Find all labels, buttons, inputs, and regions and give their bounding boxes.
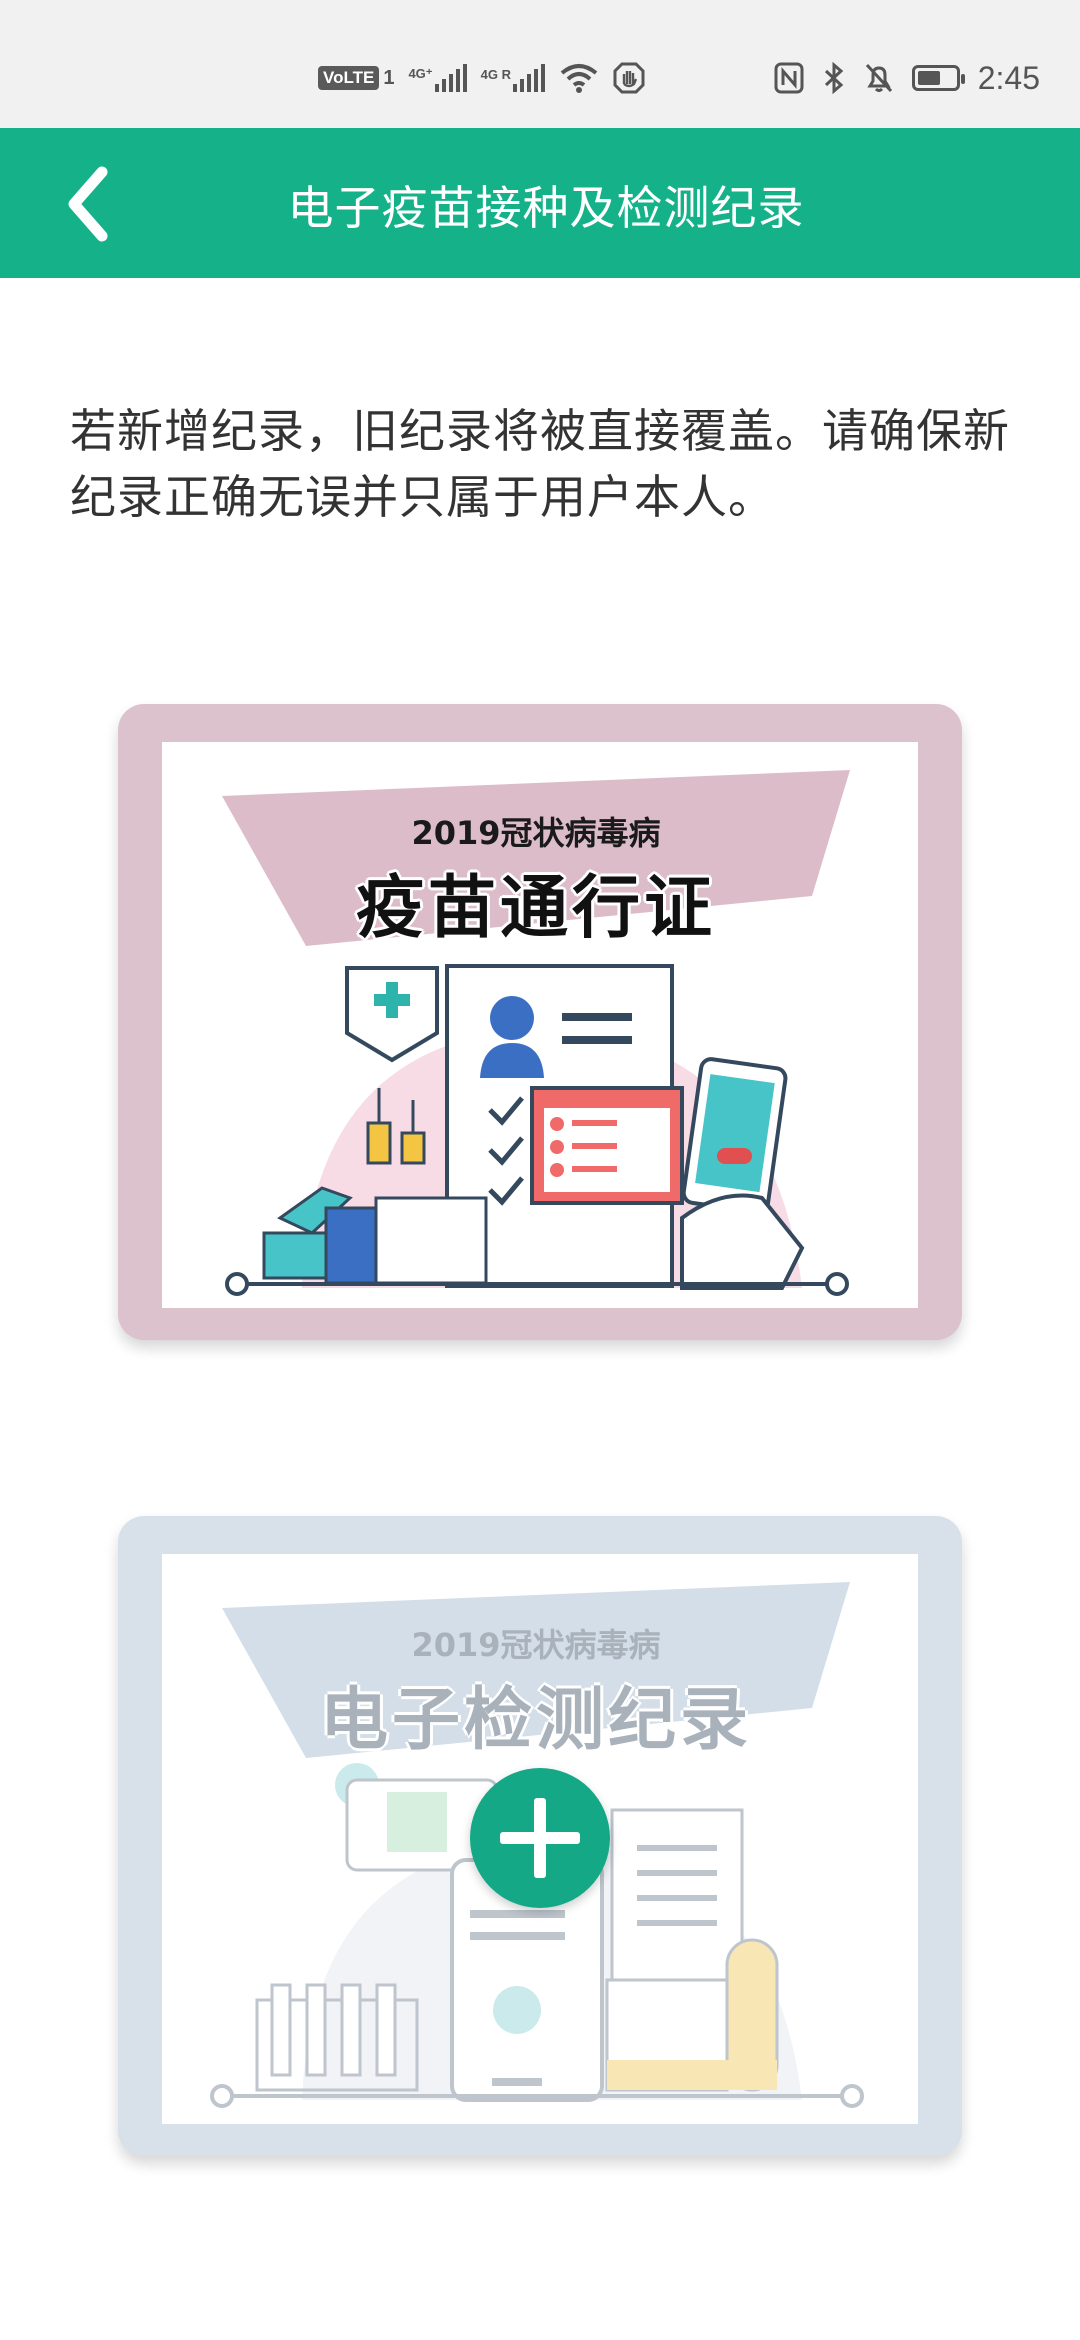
test-card-subtitle: 2019冠状病毒病 bbox=[411, 1626, 661, 1664]
vaccine-vial-icon bbox=[366, 1088, 426, 1165]
vaccine-pass-card[interactable]: 2019冠状病毒病 疫苗通行证 bbox=[118, 704, 962, 1340]
mute-icon bbox=[865, 63, 892, 93]
test-record-card-content: 2019冠状病毒病 电子检测纪录 bbox=[162, 1554, 918, 2124]
banner-ribbon bbox=[222, 1582, 850, 1758]
vaccine-card-subtitle: 2019冠状病毒病 bbox=[411, 814, 661, 852]
test-card-title: 电子检测纪录 bbox=[319, 1681, 752, 1760]
status-time: 2:45 bbox=[977, 59, 1040, 96]
network-type-1: 4G⁺ bbox=[408, 66, 433, 81]
battery-level-fill bbox=[917, 71, 940, 85]
status-left-icons: VoLTE 1 4G⁺ 4G R bbox=[318, 58, 645, 98]
nfc-icon bbox=[774, 62, 804, 94]
add-test-record-button[interactable] bbox=[470, 1768, 610, 1908]
test-banner: 2019冠状病毒病 电子检测纪录 bbox=[222, 1568, 850, 1760]
overwrite-notice: 若新增纪录，旧纪录将被直接覆盖。请确保新纪录正确无误并只属于用户本人。 bbox=[70, 404, 1010, 524]
star-badge-icon bbox=[335, 1763, 499, 1872]
vaccine-banner: 2019冠状病毒病 疫苗通行证 bbox=[222, 756, 850, 948]
signal-icon: 4G⁺ bbox=[408, 64, 467, 92]
volte-icon: VoLTE bbox=[318, 66, 380, 90]
back-button[interactable] bbox=[50, 158, 140, 248]
hand-icon bbox=[613, 62, 645, 94]
status-bar: VoLTE 1 4G⁺ 4G R bbox=[0, 0, 1080, 128]
test-illustration bbox=[210, 1763, 864, 2108]
banner-ribbon bbox=[222, 770, 850, 946]
page-title: 电子疫苗接种及检测纪录 bbox=[287, 181, 805, 235]
phone-icon bbox=[680, 1057, 805, 1290]
app-bar: 电子疫苗接种及检测纪录 bbox=[0, 128, 1080, 278]
test-tube-rack-icon bbox=[255, 1983, 419, 2092]
chevron-left-icon bbox=[68, 166, 108, 242]
signal-icon: 4G R bbox=[481, 64, 545, 92]
bluetooth-icon bbox=[824, 62, 843, 94]
box-icon bbox=[262, 1186, 488, 1285]
receipt-icon bbox=[610, 1808, 744, 2012]
shield-plus-icon bbox=[345, 966, 439, 1063]
test-record-card[interactable]: 2019冠状病毒病 电子检测纪录 bbox=[118, 1516, 962, 2156]
sim1-indicator: 1 bbox=[383, 66, 395, 89]
network-type-2: 4G R bbox=[480, 67, 511, 82]
wifi-icon bbox=[560, 64, 598, 93]
vaccine-card-title: 疫苗通行证 bbox=[355, 869, 716, 948]
vaccine-pass-card-content: 2019冠状病毒病 疫苗通行证 bbox=[162, 742, 918, 1308]
status-right-icons: 2:45 bbox=[774, 58, 1040, 98]
battery-icon bbox=[911, 65, 965, 91]
record-card-icon bbox=[530, 1086, 684, 1205]
hospital-icon bbox=[605, 1938, 779, 2092]
vaccine-illustration bbox=[225, 964, 849, 1296]
